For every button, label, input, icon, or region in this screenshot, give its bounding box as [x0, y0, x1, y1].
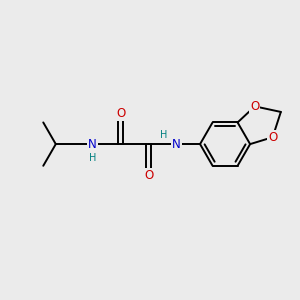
- Text: H: H: [160, 130, 168, 140]
- Text: N: N: [88, 138, 97, 151]
- Text: O: O: [268, 131, 277, 144]
- Text: H: H: [89, 153, 96, 163]
- Text: O: O: [250, 100, 260, 113]
- Text: O: O: [144, 169, 153, 182]
- Text: N: N: [172, 138, 181, 151]
- Text: O: O: [116, 107, 125, 120]
